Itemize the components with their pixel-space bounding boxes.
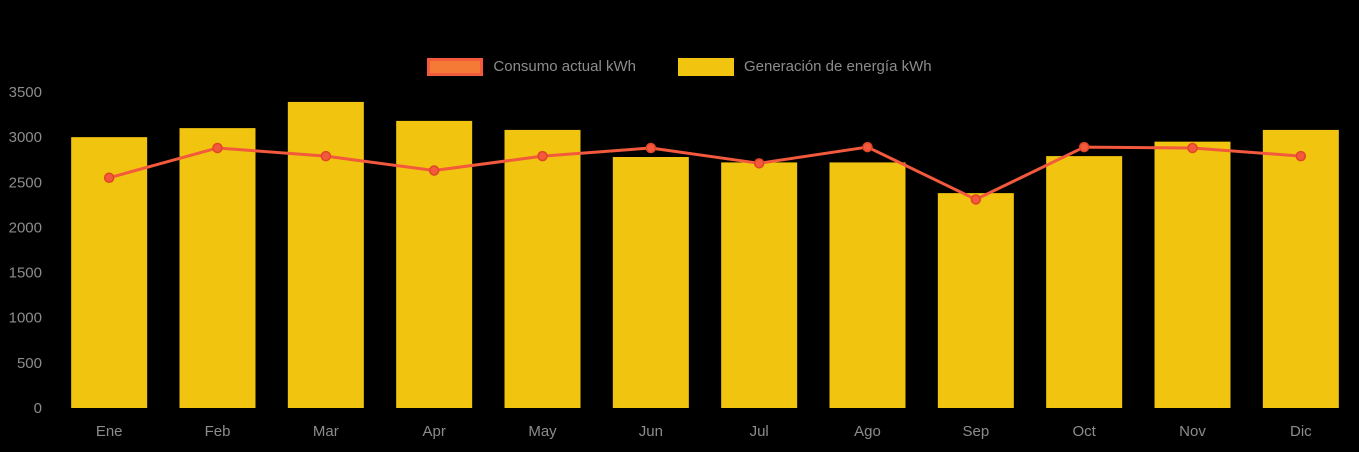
consumo-point-mar[interactable]	[320, 150, 332, 162]
x-axis-label-ene: Ene	[96, 423, 123, 440]
x-axis-label-ago: Ago	[854, 423, 881, 440]
consumo-point-jul[interactable]	[753, 158, 765, 169]
bar-oct[interactable]	[1046, 156, 1123, 408]
y-axis-tick-500: 500	[17, 355, 42, 372]
x-axis-label-sep: Sep	[962, 423, 989, 440]
bar-jul[interactable]	[721, 162, 798, 408]
consumo-point-sep[interactable]	[970, 194, 982, 205]
bar-mar[interactable]	[287, 101, 364, 408]
chart-legend: Consumo actual kWh Generación de energía…	[0, 58, 1359, 76]
x-axis-label-mar: Mar	[313, 423, 339, 440]
bar-dic[interactable]	[1262, 129, 1339, 409]
legend-item-generacion[interactable]: Generación de energía kWh	[677, 58, 932, 76]
consumo-point-jun[interactable]	[645, 142, 657, 154]
bar-feb[interactable]	[179, 128, 256, 408]
y-axis-tick-3500: 3500	[9, 84, 42, 101]
x-axis-label-jul: Jul	[750, 423, 769, 440]
consumo-point-may[interactable]	[537, 150, 548, 162]
x-axis-label-dic: Dic	[1290, 423, 1312, 440]
x-axis-label-apr: Apr	[422, 423, 445, 440]
consumo-point-apr[interactable]	[428, 165, 440, 176]
bar-may[interactable]	[504, 129, 581, 409]
y-axis-tick-0: 0	[34, 400, 42, 417]
y-axis-tick-2500: 2500	[9, 174, 42, 191]
consumo-point-dic[interactable]	[1295, 150, 1307, 162]
legend-item-consumo[interactable]: Consumo actual kWh	[427, 58, 636, 76]
consumo-point-nov[interactable]	[1187, 142, 1198, 154]
x-axis-label-may: May	[528, 423, 557, 440]
bar-ago[interactable]	[829, 162, 906, 408]
bar-sep[interactable]	[937, 193, 1014, 408]
consumo-legend-label: Consumo actual kWh	[493, 58, 636, 75]
consumo-line	[107, 145, 1303, 201]
x-axis-label-oct: Oct	[1072, 423, 1096, 440]
generacion-legend-swatch	[677, 58, 734, 76]
consumo-point-feb[interactable]	[212, 142, 223, 154]
y-axis-tick-1500: 1500	[9, 265, 42, 282]
bar-jun[interactable]	[612, 157, 689, 408]
consumo-legend-swatch	[427, 58, 484, 76]
consumo-point-ago[interactable]	[862, 141, 873, 153]
consumo-point-oct[interactable]	[1078, 141, 1090, 153]
bar-apr[interactable]	[396, 120, 473, 409]
generacion-legend-label: Generación de energía kWh	[743, 58, 932, 75]
y-axis-tick-3000: 3000	[9, 129, 42, 146]
consumo-point-ene[interactable]	[103, 172, 115, 184]
y-axis-tick-1000: 1000	[9, 310, 42, 327]
x-axis-label-jun: Jun	[639, 423, 663, 440]
x-axis-label-nov: Nov	[1179, 423, 1206, 440]
x-axis-label-feb: Feb	[205, 423, 231, 440]
y-axis-tick-2000: 2000	[9, 219, 42, 236]
bar-nov[interactable]	[1154, 141, 1231, 408]
